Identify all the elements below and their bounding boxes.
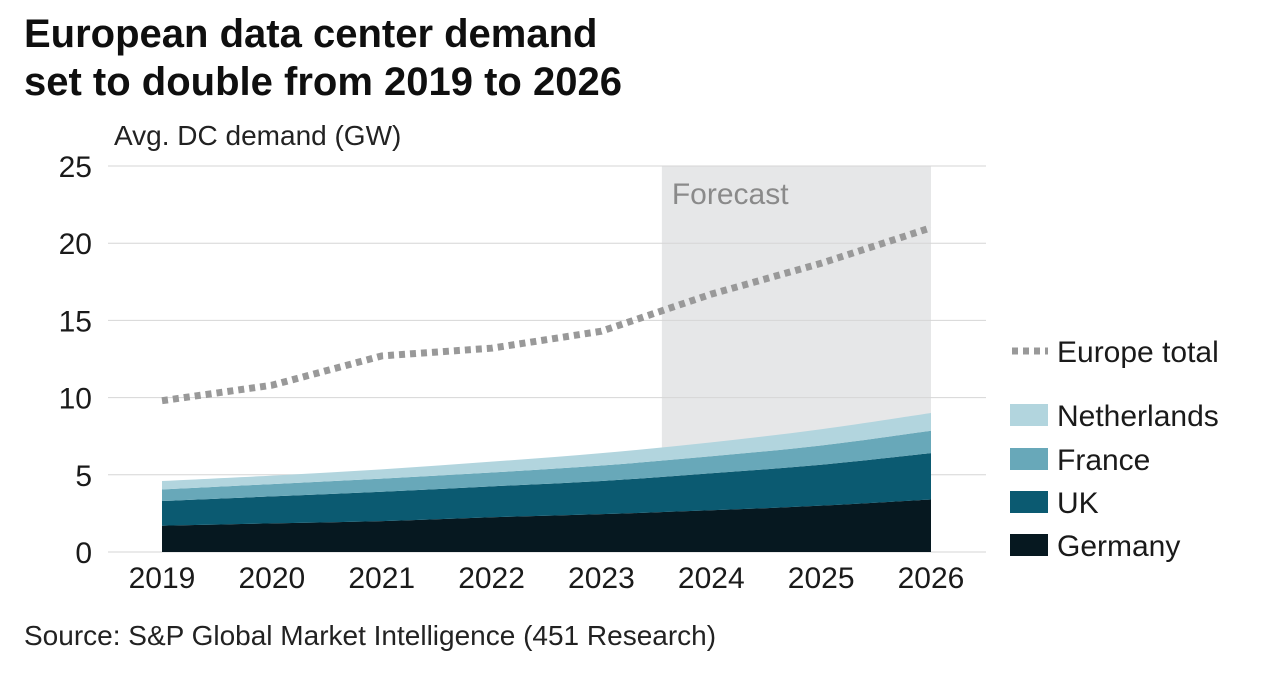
legend-swatch-netherlands [1010,404,1048,426]
y-tick-label: 0 [75,537,92,570]
forecast-label: Forecast [672,178,789,211]
y-tick-label: 5 [75,460,92,493]
area-germany [162,499,931,552]
title-line-2: set to double from 2019 to 2026 [24,60,622,104]
x-tick-label: 2026 [898,562,965,595]
legend-label-europe-total: Europe total [1057,336,1219,369]
area-netherlands [162,413,931,490]
y-tick-label: 10 [59,383,92,416]
y-tick-label: 25 [59,151,92,184]
y-tick-label: 15 [59,305,92,338]
legend-swatch-germany [1010,534,1048,556]
legend-label-germany: Germany [1057,530,1180,563]
source-note: Source: S&P Global Market Intelligence (… [24,620,717,651]
legend-label-uk: UK [1057,487,1099,520]
legend-swatch-uk [1010,491,1048,513]
y-tick-label: 20 [59,228,92,261]
x-tick-label: 2023 [568,562,635,595]
x-tick-label: 2024 [678,562,745,595]
x-tick-label: 2021 [348,562,415,595]
x-tick-label: 2020 [238,562,305,595]
legend-swatch-france [1010,448,1048,470]
legend-label-france: France [1057,444,1150,477]
line-europe-total [161,224,933,405]
x-tick-label: 2025 [788,562,855,595]
title-line-1: European data center demand [24,12,598,56]
area-france [162,430,931,502]
x-tick-label: 2019 [129,562,196,595]
legend-label-netherlands: Netherlands [1057,400,1219,433]
y-axis-label: Avg. DC demand (GW) [114,120,402,151]
x-tick-label: 2022 [458,562,525,595]
area-uk [162,453,931,526]
chart-title: European data center demand set to doubl… [24,10,784,106]
